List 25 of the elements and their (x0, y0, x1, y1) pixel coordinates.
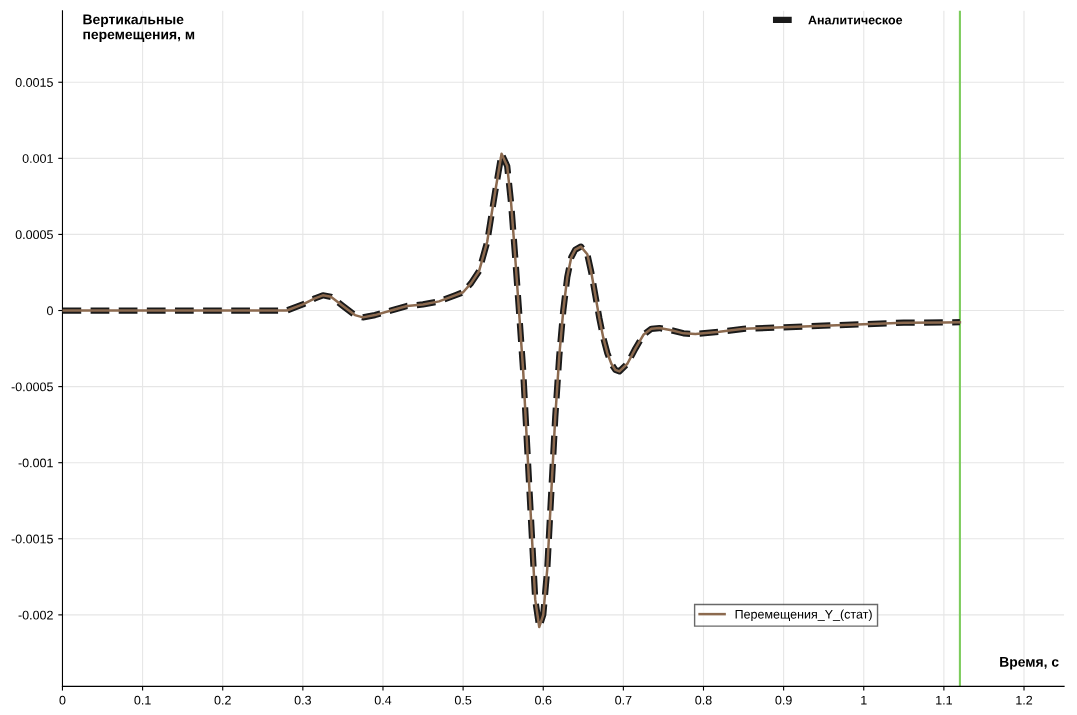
x-tick-label: 1.2 (1016, 695, 1033, 705)
x-tick-label: 0 (59, 695, 66, 705)
x-axis-title: Время, с (1000, 657, 1059, 670)
x-tick-label: 0.5 (454, 695, 472, 705)
y-tick-label: -0.002 (18, 610, 53, 620)
x-tick-label: 0.7 (615, 695, 632, 705)
y-tick-label: -0.0005 (11, 382, 53, 392)
x-tick-label: 1.1 (936, 695, 952, 705)
legend-label: Перемещения_Y_(стат) (735, 609, 872, 622)
y-tick-label: 0 (46, 306, 53, 316)
y-axis-title: Вертикальные перемещения, м (83, 14, 195, 43)
x-tick-label: 0.9 (775, 695, 792, 705)
y-tick-label: -0.001 (18, 458, 53, 468)
x-tick-label: 0.1 (134, 695, 151, 705)
x-tick-label: 0.6 (535, 695, 552, 705)
x-tick-label: 0.3 (294, 695, 311, 705)
y-tick-label: 0.0015 (15, 78, 53, 87)
x-tick-label: 0.8 (695, 695, 712, 705)
x-tick-label: 0.2 (214, 695, 231, 705)
y-tick-label: -0.0015 (11, 534, 53, 544)
y-tick-label: 0.001 (22, 154, 53, 163)
x-tick-label: 1 (861, 695, 867, 705)
legend-label: Аналитическое (808, 15, 903, 25)
y-tick-label: 0.0005 (15, 230, 53, 240)
x-tick-label: 0.4 (374, 695, 392, 705)
